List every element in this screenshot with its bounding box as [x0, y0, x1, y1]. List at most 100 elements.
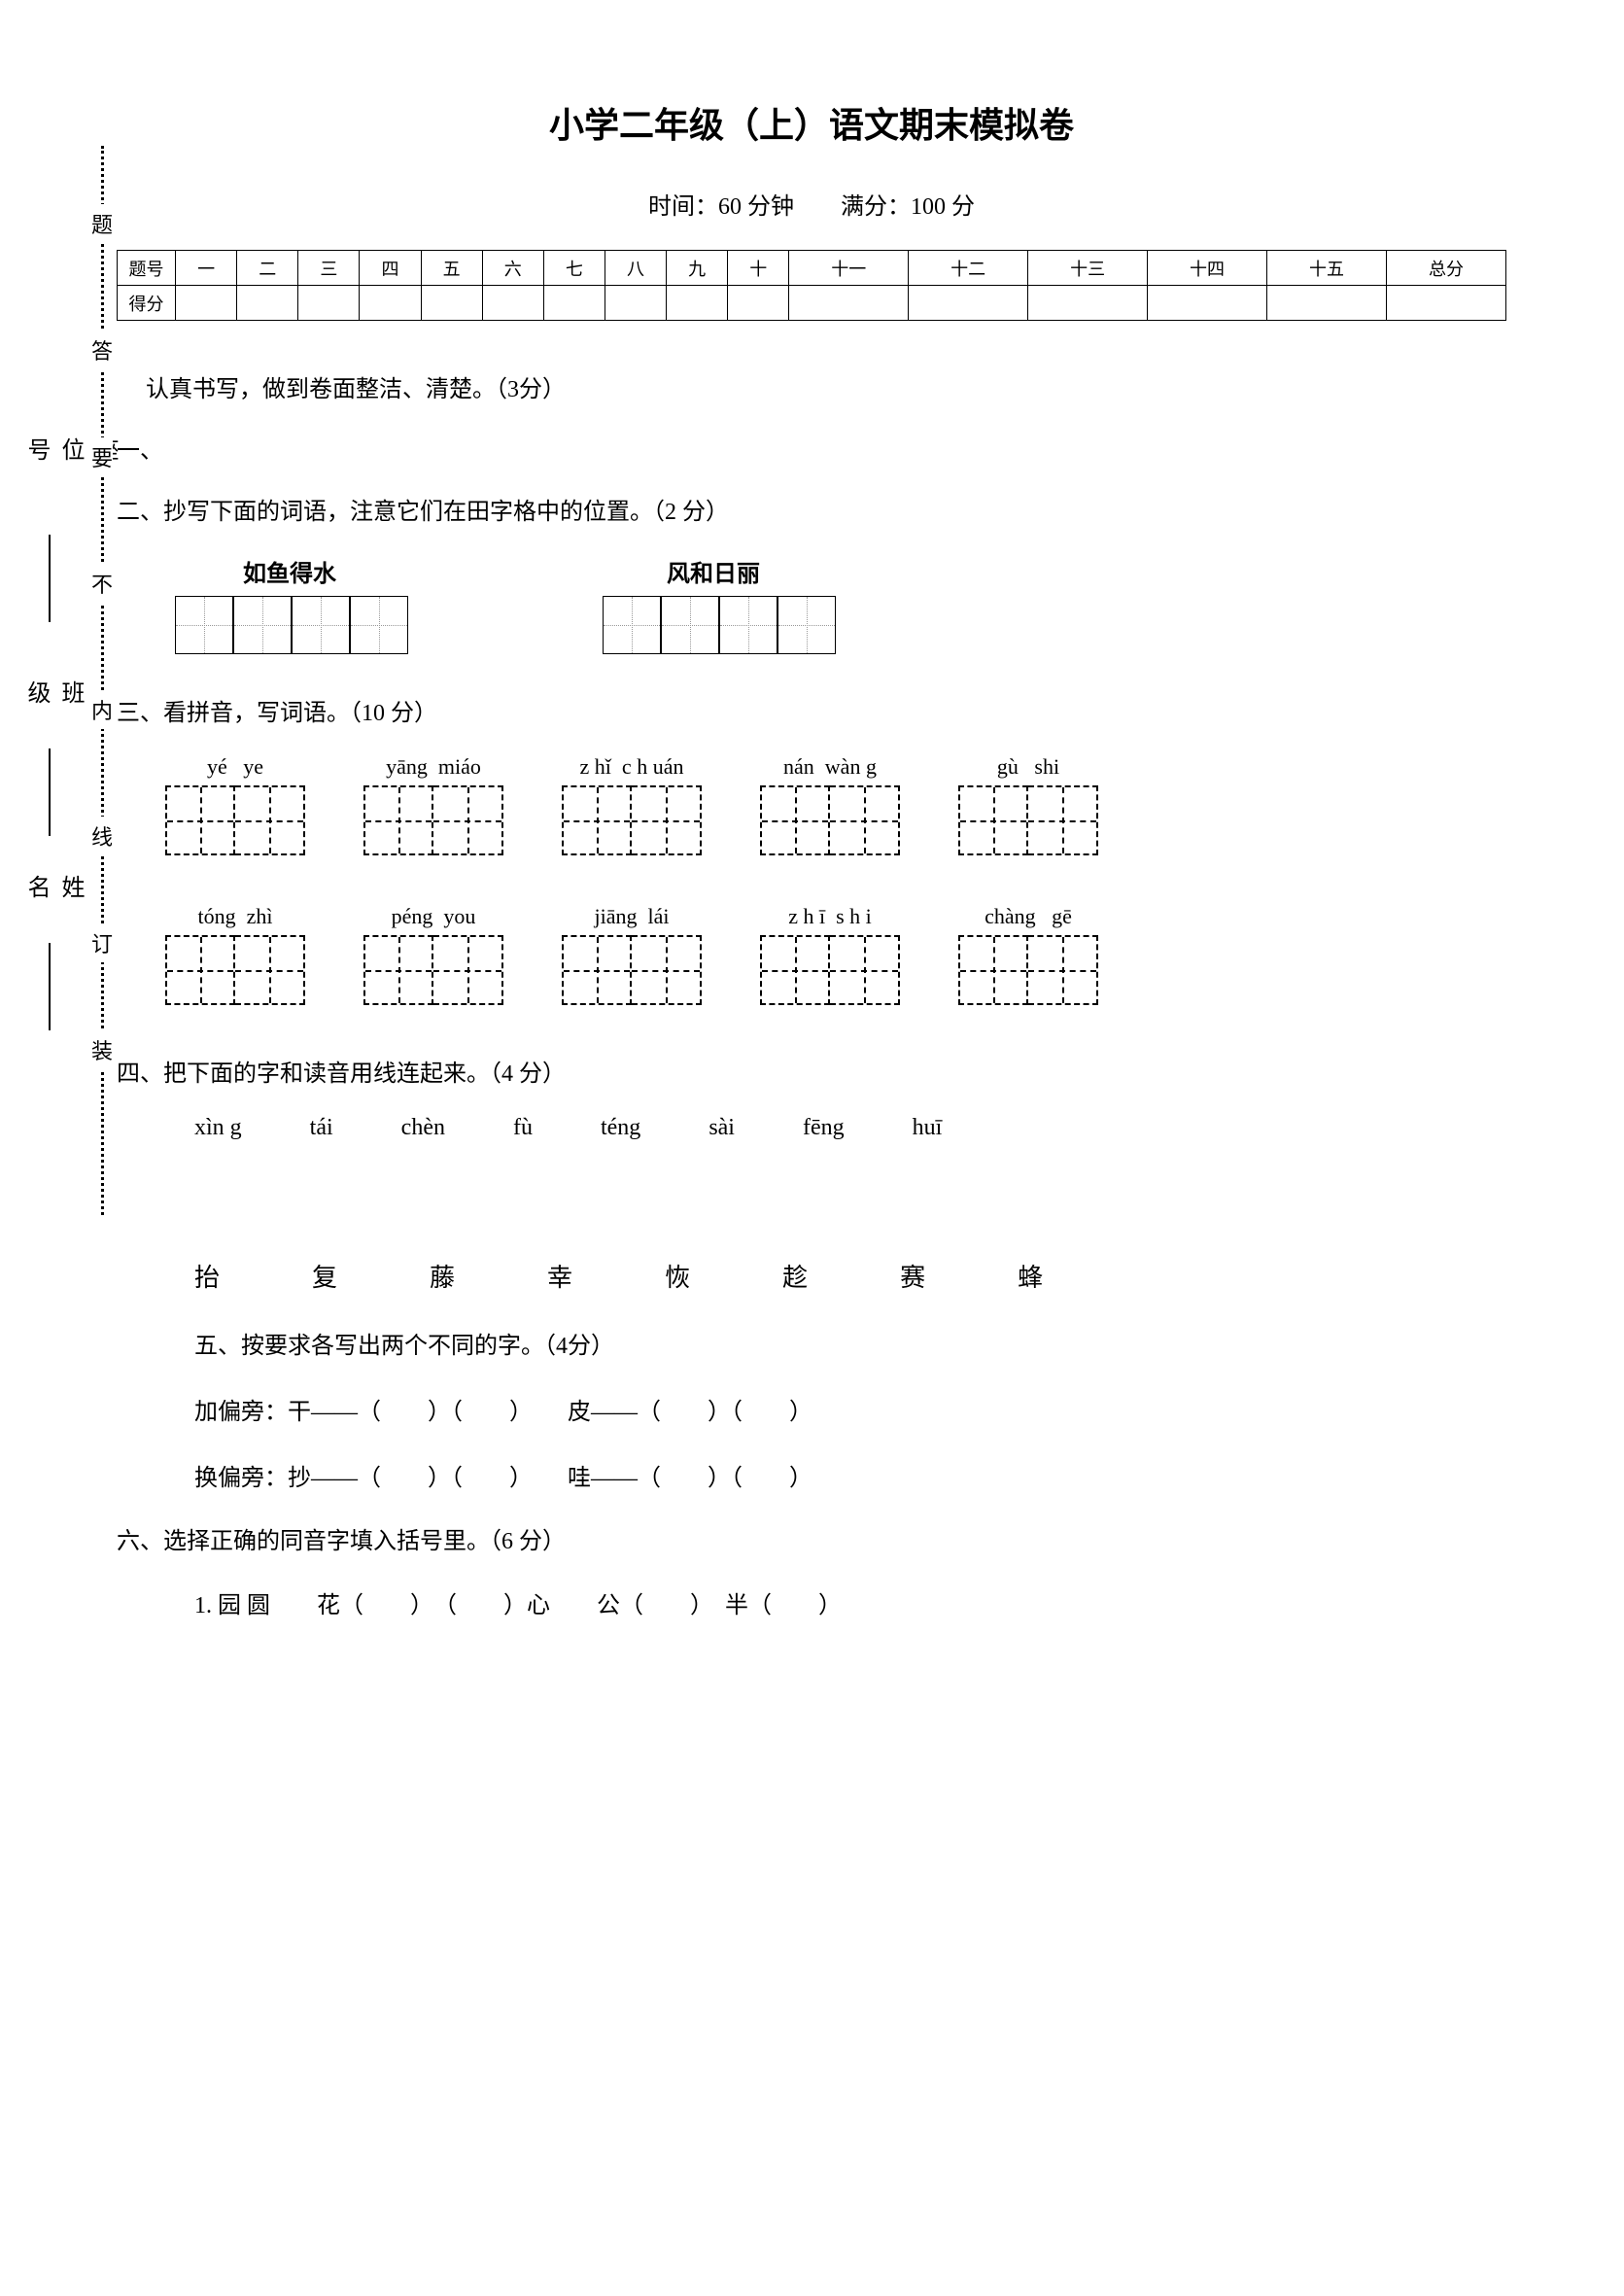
name-underline: [49, 943, 51, 1030]
dashed-box-cell[interactable]: [363, 935, 433, 1005]
col-header: 八: [605, 251, 666, 286]
binding-char: 订: [91, 923, 113, 962]
binding-char: 答: [91, 330, 113, 369]
pinyin-item: gù shi: [958, 754, 1098, 855]
score-cell[interactable]: [298, 286, 360, 321]
col-header: 六: [482, 251, 543, 286]
dashed-box-group: [363, 935, 503, 1005]
dashed-box-cell[interactable]: [632, 935, 702, 1005]
class-underline: [49, 748, 51, 836]
idiom-text: 如鱼得水: [243, 554, 336, 588]
score-cell[interactable]: [543, 286, 605, 321]
col-header: 十五: [1267, 251, 1387, 286]
pinyin-text: yāng miáo: [386, 754, 481, 780]
tianzige-cell[interactable]: [777, 596, 836, 654]
row-label: 题号: [118, 251, 176, 286]
match-pinyin-item: xìn g: [194, 1115, 242, 1141]
tianzige-cell[interactable]: [350, 596, 408, 654]
dashed-box-cell[interactable]: [235, 785, 305, 855]
tianzige-cell[interactable]: [292, 596, 350, 654]
dashed-box-group: [363, 785, 503, 855]
dashed-box-cell[interactable]: [830, 935, 900, 1005]
q3-row1: yé yeyāng miáoz hǐ c h uánnán wàn ggù sh…: [165, 754, 1506, 855]
idiom-text: 风和日丽: [667, 554, 760, 588]
pinyin-item: z h ī s h i: [760, 904, 900, 1005]
score-cell[interactable]: [360, 286, 421, 321]
score-cell[interactable]: [667, 286, 728, 321]
binding-strip: 题 答 要 不 内 线 订 装: [87, 146, 117, 1215]
dashed-box-cell[interactable]: [830, 785, 900, 855]
score-cell[interactable]: [728, 286, 789, 321]
tianzige-cell[interactable]: [175, 596, 233, 654]
pinyin-text: z hǐ c h uán: [580, 754, 684, 780]
tianzige-cell[interactable]: [603, 596, 661, 654]
pinyin-text: z h ī s h i: [788, 904, 872, 929]
row-label: 得分: [118, 286, 176, 321]
score-cell[interactable]: [1028, 286, 1148, 321]
pinyin-item: péng you: [363, 904, 503, 1005]
dashed-box-cell[interactable]: [165, 785, 235, 855]
col-header: 五: [421, 251, 482, 286]
q4-pinyin-row: xìn gtáichènfùténgsàifēnghuī: [117, 1115, 1506, 1141]
score-cell[interactable]: [605, 286, 666, 321]
col-header: 二: [237, 251, 298, 286]
dashed-box-group: [760, 935, 900, 1005]
tianzige-group: [175, 596, 408, 654]
q6-heading: 六、选择正确的同音字填入括号里。（6 分）: [117, 1521, 1506, 1563]
score-cell[interactable]: [176, 286, 237, 321]
dashed-box-cell[interactable]: [363, 785, 433, 855]
score-cell[interactable]: [1386, 286, 1505, 321]
col-header: 十二: [909, 251, 1028, 286]
dashed-box-cell[interactable]: [433, 935, 503, 1005]
tianzige-group: [603, 596, 836, 654]
match-pinyin-item: fēng: [803, 1115, 845, 1141]
binding-char: 线: [91, 817, 113, 855]
col-header: 总分: [1386, 251, 1505, 286]
dashed-box-cell[interactable]: [958, 935, 1028, 1005]
binding-char: 内: [91, 690, 113, 729]
pinyin-item: z hǐ c h uán: [562, 754, 702, 855]
pinyin-text: jiāng lái: [595, 904, 670, 929]
dashed-box-cell[interactable]: [235, 935, 305, 1005]
tianzige-cell[interactable]: [661, 596, 719, 654]
score-cell[interactable]: [237, 286, 298, 321]
match-pinyin-item: sài: [708, 1115, 735, 1141]
dashed-box-cell[interactable]: [632, 785, 702, 855]
table-row: 题号 一 二 三 四 五 六 七 八 九 十 十一 十二 十三 十四 十五 总分: [118, 251, 1506, 286]
dashed-box-cell[interactable]: [433, 785, 503, 855]
match-char-item: 趁: [782, 1258, 808, 1294]
col-header: 一: [176, 251, 237, 286]
dashed-box-group: [562, 935, 702, 1005]
score-cell[interactable]: [482, 286, 543, 321]
pinyin-text: tóng zhì: [198, 904, 273, 929]
pinyin-text: yé ye: [207, 754, 263, 780]
pinyin-item: jiāng lái: [562, 904, 702, 1005]
score-cell[interactable]: [1148, 286, 1267, 321]
dashed-box-cell[interactable]: [760, 935, 830, 1005]
dashed-box-cell[interactable]: [165, 935, 235, 1005]
dashed-box-cell[interactable]: [1028, 785, 1098, 855]
pinyin-text: gù shi: [997, 754, 1059, 780]
q4-heading: 四、把下面的字和读音用线连起来。（4 分）: [117, 1054, 1506, 1096]
dashed-box-cell[interactable]: [562, 935, 632, 1005]
dashed-box-cell[interactable]: [562, 785, 632, 855]
q2-heading: 二、抄写下面的词语，注意它们在田字格中的位置。（2 分）: [117, 492, 1506, 534]
dashed-box-group: [562, 785, 702, 855]
score-cell[interactable]: [789, 286, 909, 321]
pinyin-text: chàng gē: [985, 904, 1072, 929]
class-label: 班级: [19, 680, 87, 704]
col-header: 三: [298, 251, 360, 286]
tianzige-cell[interactable]: [719, 596, 777, 654]
dashed-box-cell[interactable]: [760, 785, 830, 855]
tianzige-cell[interactable]: [233, 596, 292, 654]
match-char-item: 藤: [430, 1258, 455, 1294]
page-content: 小学二年级（上）语文期末模拟卷 时间：60 分钟 满分：100 分 题号 一 二…: [117, 97, 1506, 1649]
score-cell[interactable]: [1267, 286, 1387, 321]
q3-heading: 三、看拼音，写词语。（10 分）: [117, 693, 1506, 735]
dashed-box-group: [165, 935, 305, 1005]
dashed-box-cell[interactable]: [1028, 935, 1098, 1005]
score-cell[interactable]: [909, 286, 1028, 321]
col-header: 九: [667, 251, 728, 286]
score-cell[interactable]: [421, 286, 482, 321]
dashed-box-cell[interactable]: [958, 785, 1028, 855]
